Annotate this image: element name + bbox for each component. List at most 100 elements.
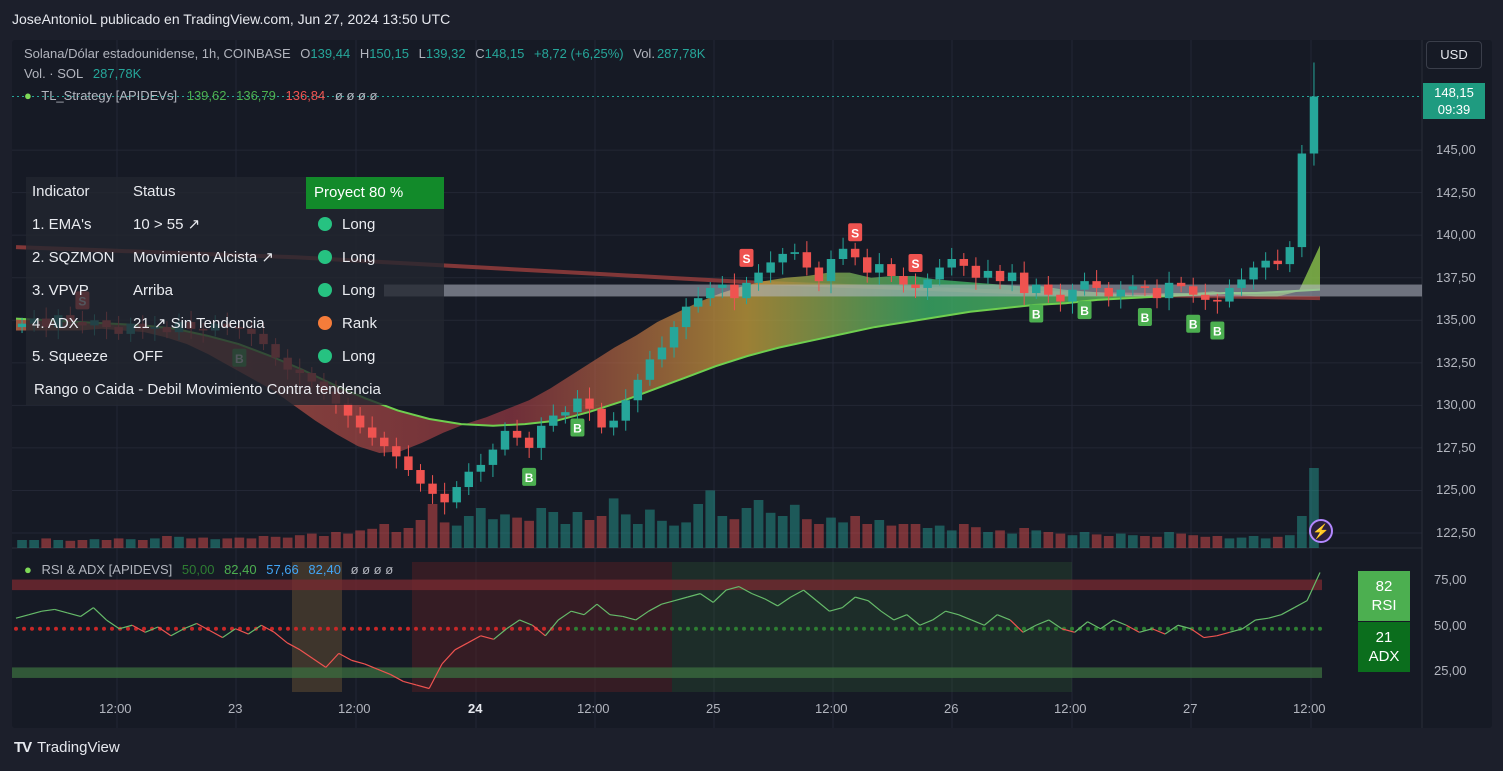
projection-badge: Proyect 80 % (306, 177, 444, 209)
rsi-line (286, 642, 301, 651)
volume-bar (886, 525, 897, 548)
volume-bar (1055, 533, 1066, 548)
volume-bar (814, 524, 824, 548)
currency-button[interactable]: USD (1426, 41, 1482, 69)
adx-dot (966, 626, 970, 631)
rsi-line (1139, 628, 1153, 633)
volume-bar (681, 522, 691, 548)
volume-bar (1140, 536, 1150, 548)
volume-bar (1272, 536, 1283, 548)
sell-marker (908, 253, 923, 272)
adx-dot (454, 626, 458, 631)
adx-dot (846, 626, 850, 631)
volume-bar (862, 524, 873, 548)
candle-body (971, 265, 981, 278)
rsi-line (299, 649, 314, 660)
adx-dot (1230, 626, 1234, 631)
candle-body (995, 270, 1005, 282)
volume-bar (500, 514, 510, 548)
rsi-box-label: RSI (1371, 597, 1397, 614)
volume-bar (476, 508, 486, 548)
marker-label: B (1189, 318, 1198, 332)
rsi-line (790, 589, 804, 598)
rsi-line (958, 614, 972, 621)
adx-dot (646, 626, 650, 631)
adx-dot (1294, 626, 1298, 631)
rsi-line (144, 626, 159, 633)
x-axis-tick-label: 12:00 (1054, 701, 1087, 716)
candle-body (645, 359, 655, 380)
candle-body (585, 398, 594, 409)
candle-body (935, 267, 944, 280)
adx-dot (1302, 626, 1306, 631)
candle-body (826, 259, 836, 282)
candle-body (343, 403, 353, 416)
adx-dot (838, 626, 842, 631)
rsi-line (93, 607, 107, 621)
volume-bar (1067, 535, 1078, 548)
adx-dot (526, 626, 530, 631)
volume-bar (1260, 538, 1271, 548)
candle-body (1273, 260, 1282, 265)
candle-body (392, 446, 401, 457)
x-axis-tick-label: 23 (228, 701, 243, 716)
rsi-line (906, 614, 921, 626)
adx-dot (862, 626, 866, 631)
adx-dot (334, 626, 338, 631)
adx-dot (414, 626, 418, 631)
adx-dot (294, 626, 298, 631)
strategy-legend[interactable]: ● TL_Strategy [APIDEVs] 139,62 136,79 13… (24, 88, 384, 103)
rsi-line (583, 603, 598, 616)
marker-label: B (1080, 304, 1089, 318)
rsi-line (222, 628, 236, 639)
volume-bar (379, 524, 390, 548)
candle-body (1249, 267, 1258, 280)
adx-dot (630, 626, 634, 631)
rsi-line (209, 629, 223, 639)
price-chart[interactable]: SBBBSSSBBBBB (12, 40, 1492, 728)
volume-legend: Vol. · SOL 287,78K (24, 66, 147, 81)
adx-dot (734, 626, 738, 631)
volume-bar (958, 524, 969, 548)
candle-body (17, 323, 27, 328)
rsi-line (544, 619, 559, 637)
adx-dot (1142, 626, 1146, 631)
volume-bar (439, 522, 450, 548)
rsi-line (635, 610, 649, 621)
indicator-name: 5. Squeeze (32, 348, 108, 365)
volume-bar (1236, 537, 1247, 548)
lightning-icon[interactable]: ⚡ (1309, 519, 1333, 543)
last-price-tag: 148,15 09:39 (1423, 83, 1485, 119)
indicator-name: 1. EMA's (32, 216, 92, 233)
adx-dot (878, 626, 882, 631)
volume-bar (234, 537, 245, 548)
rsi-line (1100, 619, 1114, 630)
adx-dot (1118, 626, 1122, 631)
adx-dot (1278, 626, 1282, 631)
volume-bar (657, 520, 667, 548)
adx-dot (142, 626, 146, 631)
volume-bar (850, 516, 860, 548)
candle-body (536, 425, 546, 448)
tradingview-brand[interactable]: TV TradingView (14, 739, 120, 756)
adx-dot (1022, 626, 1026, 631)
volume-bar (391, 532, 402, 548)
candle-body (1213, 299, 1222, 302)
y-axis-tick-label: 145,00 (1436, 142, 1476, 158)
rsi-line (648, 603, 662, 612)
adx-dot (702, 626, 706, 631)
adx-dot (1310, 626, 1314, 631)
adx-dot (566, 626, 570, 631)
adx-dot (750, 626, 754, 631)
candle-body (766, 262, 775, 273)
rsi-line (622, 615, 636, 621)
rsi-line (273, 631, 288, 644)
volume-bar (512, 517, 522, 548)
adx-dot (1214, 626, 1218, 631)
adx-dot (302, 626, 306, 631)
candle-body (549, 415, 558, 426)
adx-dot (1110, 626, 1114, 631)
rsi-legend[interactable]: ● RSI & ADX [APIDEVS] 50,00 82,40 57,66 … (24, 562, 399, 577)
rsi-line (1255, 617, 1269, 621)
rsi-line (1009, 619, 1024, 633)
